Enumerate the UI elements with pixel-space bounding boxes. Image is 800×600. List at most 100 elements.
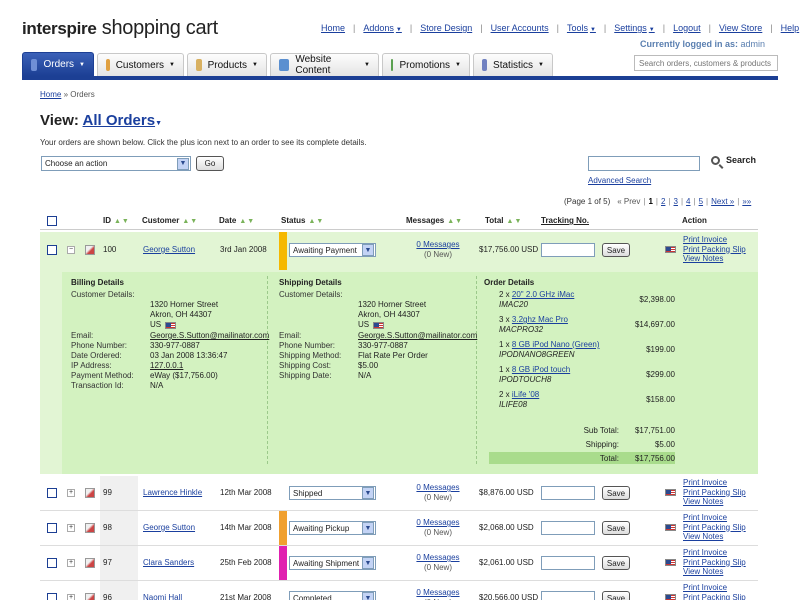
view-notes-link[interactable]: View Notes: [683, 254, 724, 263]
print-invoice-link[interactable]: Print Invoice: [683, 235, 728, 244]
customer-link[interactable]: Clara Sanders: [143, 558, 195, 567]
row-checkbox[interactable]: [47, 488, 57, 498]
tab-promotions[interactable]: Promotions ▼: [382, 53, 470, 76]
global-search-input[interactable]: [634, 55, 778, 71]
item-name-link[interactable]: 8 GB iPod touch: [511, 365, 571, 374]
view-filter-dropdown[interactable]: All Orders: [82, 112, 156, 129]
view-notes-link[interactable]: View Notes: [683, 567, 724, 576]
column-header-messages[interactable]: Messages ▲▼: [406, 216, 464, 225]
tab-website-content[interactable]: Website Content ▼: [270, 53, 379, 76]
status-select[interactable]: Awaiting Pickup ▼: [289, 521, 376, 535]
save-button[interactable]: Save: [602, 521, 630, 535]
breadcrumb-home-link[interactable]: Home: [40, 90, 62, 99]
print-packing-slip-link[interactable]: Print Packing Slip: [683, 244, 746, 254]
topnav-link-help[interactable]: Help: [780, 23, 800, 33]
topnav-link-view-store[interactable]: View Store: [718, 23, 763, 33]
customer-link[interactable]: Lawrence Hinkle: [143, 488, 203, 497]
row-checkbox[interactable]: [47, 558, 57, 568]
status-select[interactable]: Shipped ▼: [289, 486, 376, 500]
advanced-search-link[interactable]: Advanced Search: [588, 176, 652, 185]
sort-arrows-icon[interactable]: ▲▼: [182, 218, 199, 225]
expand-icon[interactable]: +: [67, 524, 75, 532]
sort-arrows-icon[interactable]: ▲▼: [447, 218, 464, 225]
print-invoice-link[interactable]: Print Invoice: [683, 548, 728, 557]
field-value[interactable]: George.S.Sutton@mailinator.com: [358, 331, 478, 340]
search-button[interactable]: Search: [711, 155, 756, 165]
column-header-total[interactable]: Total ▲▼: [485, 216, 523, 225]
print-invoice-link[interactable]: Print Invoice: [683, 478, 728, 487]
item-name-link[interactable]: 8 GB iPod Nano (Green): [511, 340, 600, 349]
tab-statistics[interactable]: Statistics ▼: [473, 53, 553, 76]
print-packing-slip-link[interactable]: Print Packing Slip: [683, 592, 746, 600]
customer-link[interactable]: George Sutton: [143, 523, 196, 532]
row-checkbox[interactable]: [47, 593, 57, 600]
tracking-input[interactable]: [541, 591, 595, 600]
order-search-input[interactable]: [588, 156, 700, 171]
select-all-checkbox[interactable]: [47, 216, 57, 226]
messages-link[interactable]: 0 Messages: [416, 518, 460, 527]
bulk-action-select[interactable]: Choose an action ▼: [41, 156, 191, 171]
field-value[interactable]: 127.0.0.1: [150, 361, 184, 370]
sort-arrows-icon[interactable]: ▲▼: [506, 218, 523, 225]
row-checkbox[interactable]: [47, 523, 57, 533]
expand-icon[interactable]: +: [67, 489, 75, 497]
topnav-link-logout[interactable]: Logout: [673, 23, 701, 33]
save-button[interactable]: Save: [602, 243, 630, 257]
collapse-icon[interactable]: −: [67, 246, 75, 254]
next-page-link[interactable]: Next »: [711, 197, 735, 206]
topnav-link-home[interactable]: Home: [321, 23, 346, 33]
column-header-id[interactable]: ID ▲▼: [103, 216, 130, 225]
expand-icon[interactable]: +: [67, 559, 75, 567]
print-packing-slip-link[interactable]: Print Packing Slip: [683, 522, 746, 532]
page-link-5[interactable]: 5: [698, 197, 704, 206]
sort-arrows-icon[interactable]: ▲▼: [239, 218, 256, 225]
item-name-link[interactable]: 20" 2.0 GHz iMac: [511, 290, 575, 299]
tab-products[interactable]: Products ▼: [187, 53, 267, 76]
topnav-link-addons[interactable]: Addons ▼: [363, 23, 402, 33]
tracking-input[interactable]: [541, 243, 595, 257]
page-link-3[interactable]: 3: [673, 197, 678, 206]
sort-arrows-icon[interactable]: ▲▼: [114, 218, 130, 225]
column-header-customer[interactable]: Customer ▲▼: [142, 216, 199, 225]
topnav-link-store-design[interactable]: Store Design: [420, 23, 473, 33]
column-header-tracking[interactable]: Tracking No.: [541, 216, 590, 225]
tracking-input[interactable]: [541, 486, 595, 500]
tab-orders[interactable]: Orders ▼: [22, 52, 94, 76]
print-invoice-link[interactable]: Print Invoice: [683, 583, 728, 592]
field-value[interactable]: George.S.Sutton@mailinator.com: [150, 331, 270, 340]
save-button[interactable]: Save: [602, 486, 630, 500]
go-button[interactable]: Go: [196, 156, 224, 171]
status-select[interactable]: Awaiting Payment ▼: [289, 243, 376, 257]
messages-link[interactable]: 0 Messages: [416, 553, 460, 562]
item-name-link[interactable]: 3.2ghz Mac Pro: [511, 315, 568, 324]
row-checkbox[interactable]: [47, 245, 57, 255]
column-header-status[interactable]: Status ▲▼: [281, 216, 325, 225]
save-button[interactable]: Save: [602, 591, 630, 600]
tracking-input[interactable]: [541, 556, 595, 570]
messages-link[interactable]: 0 Messages: [416, 483, 460, 492]
page-link-4[interactable]: 4: [686, 197, 691, 206]
print-packing-slip-link[interactable]: Print Packing Slip: [683, 487, 746, 497]
view-notes-link[interactable]: View Notes: [683, 497, 724, 506]
sort-arrows-icon[interactable]: ▲▼: [308, 218, 325, 225]
topnav-link-tools[interactable]: Tools ▼: [566, 23, 596, 33]
customer-link[interactable]: George Sutton: [143, 245, 196, 254]
view-notes-link[interactable]: View Notes: [683, 532, 724, 541]
print-packing-slip-link[interactable]: Print Packing Slip: [683, 557, 746, 567]
save-button[interactable]: Save: [602, 556, 630, 570]
customer-link[interactable]: Naomi Hall: [143, 593, 183, 600]
topnav-link-user-accounts[interactable]: User Accounts: [490, 23, 549, 33]
status-select[interactable]: Completed ▼: [289, 591, 376, 600]
tab-customers[interactable]: Customers ▼: [97, 53, 184, 76]
tracking-input[interactable]: [541, 521, 595, 535]
topnav-link-settings[interactable]: Settings ▼: [614, 23, 655, 33]
page-link-2[interactable]: 2: [660, 197, 666, 206]
last-page-link[interactable]: »»: [742, 197, 752, 206]
print-invoice-link[interactable]: Print Invoice: [683, 513, 728, 522]
expand-icon[interactable]: +: [67, 594, 75, 600]
status-select[interactable]: Awaiting Shipment ▼: [289, 556, 376, 570]
prev-page-link[interactable]: « Prev: [617, 197, 641, 206]
messages-link[interactable]: 0 Messages: [416, 240, 460, 249]
item-name-link[interactable]: iLife '08: [511, 390, 540, 399]
column-header-date[interactable]: Date ▲▼: [219, 216, 256, 225]
